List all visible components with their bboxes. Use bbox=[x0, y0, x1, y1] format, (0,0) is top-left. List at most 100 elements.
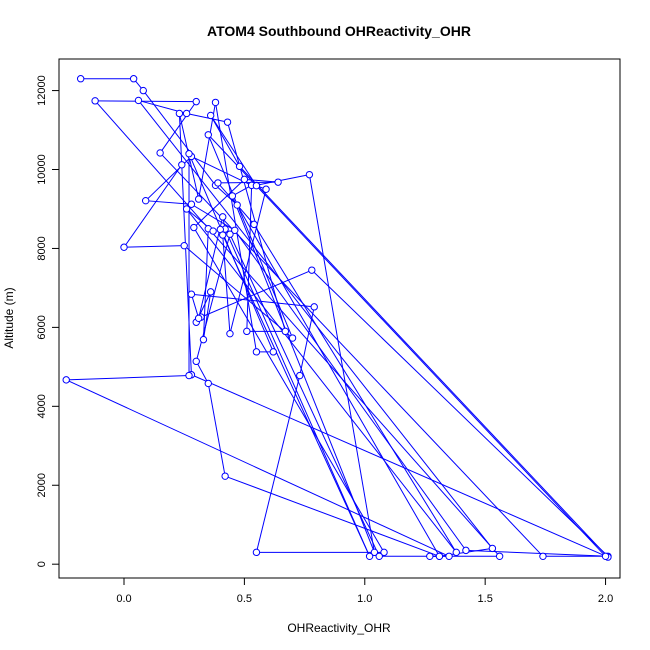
series-segment bbox=[188, 153, 274, 353]
data-point bbox=[452, 548, 460, 557]
data-point bbox=[305, 170, 314, 179]
data-point bbox=[231, 226, 239, 234]
data-point bbox=[219, 231, 227, 239]
data-point bbox=[235, 162, 244, 171]
series-segment bbox=[94, 100, 500, 557]
data-point bbox=[134, 96, 143, 105]
series-segment bbox=[190, 294, 200, 319]
data-point bbox=[365, 552, 374, 560]
series-segment bbox=[224, 475, 440, 557]
data-point bbox=[495, 552, 504, 560]
data-point bbox=[252, 548, 261, 557]
chart-title: ATOM4 Southbound OHReactivity_OHR bbox=[207, 23, 471, 39]
data-point bbox=[233, 201, 241, 209]
data-point bbox=[178, 161, 186, 169]
data-point bbox=[209, 227, 217, 235]
series-segment bbox=[207, 383, 226, 477]
data-point bbox=[426, 552, 434, 560]
series-segment bbox=[224, 228, 371, 557]
series-segment bbox=[207, 134, 294, 339]
series-segment bbox=[210, 115, 241, 167]
y-tick-label: 6000 bbox=[36, 315, 48, 339]
data-point bbox=[76, 75, 85, 83]
data-point bbox=[601, 552, 610, 560]
data-point bbox=[141, 196, 150, 205]
data-point bbox=[462, 546, 470, 555]
data-point bbox=[310, 303, 318, 311]
data-point bbox=[211, 98, 220, 107]
data-point bbox=[62, 376, 70, 384]
series-segment bbox=[186, 208, 457, 553]
data-point bbox=[194, 195, 203, 203]
x-tick-label: 0.5 bbox=[237, 593, 252, 605]
data-point bbox=[185, 150, 193, 158]
x-tick-label: 2.0 bbox=[598, 593, 613, 605]
data-point bbox=[180, 241, 188, 250]
data-point bbox=[182, 205, 191, 213]
data-point bbox=[274, 178, 282, 186]
series-segment bbox=[191, 203, 236, 231]
data-point bbox=[296, 371, 304, 380]
series-segment bbox=[253, 224, 457, 553]
data-point bbox=[223, 118, 232, 126]
data-point bbox=[187, 200, 196, 208]
x-axis-label: OHReactivity_OHR bbox=[287, 621, 391, 635]
data-point bbox=[206, 288, 215, 296]
data-point bbox=[370, 548, 379, 557]
y-tick-label: 8000 bbox=[36, 236, 48, 260]
data-point bbox=[226, 329, 234, 338]
series-segment bbox=[299, 306, 315, 376]
series-points bbox=[62, 75, 612, 561]
data-point bbox=[185, 371, 193, 380]
data-point bbox=[206, 111, 215, 120]
series-segment bbox=[234, 229, 467, 551]
x-tick-label: 1.5 bbox=[478, 593, 493, 605]
series-segment bbox=[229, 234, 380, 557]
series-segment bbox=[202, 291, 212, 340]
y-tick-label: 12000 bbox=[36, 75, 48, 106]
series-segment bbox=[191, 374, 609, 558]
series-segment bbox=[66, 379, 450, 557]
series-segment bbox=[123, 164, 183, 248]
series-segment bbox=[193, 179, 245, 228]
series-segment bbox=[186, 112, 228, 123]
series-segment bbox=[159, 101, 197, 154]
series-segment bbox=[244, 178, 279, 183]
x-tick-label: 0.0 bbox=[116, 593, 131, 605]
data-point bbox=[250, 220, 258, 229]
series-segment bbox=[255, 375, 301, 553]
series-segment bbox=[311, 269, 609, 557]
data-point bbox=[380, 548, 388, 557]
data-point bbox=[269, 348, 277, 356]
series-segment bbox=[66, 375, 190, 381]
x-tick-label: 1.0 bbox=[357, 593, 372, 605]
y-tick-label: 10000 bbox=[36, 154, 48, 185]
data-point bbox=[221, 472, 229, 480]
data-point bbox=[243, 327, 251, 336]
series-segment bbox=[236, 204, 440, 557]
data-point bbox=[219, 213, 227, 221]
series-segment bbox=[207, 134, 606, 557]
series-segment bbox=[229, 189, 267, 334]
data-point bbox=[187, 290, 196, 298]
data-point bbox=[129, 75, 138, 83]
data-point bbox=[120, 243, 128, 251]
series-segment bbox=[202, 228, 209, 340]
series-segment bbox=[256, 174, 310, 186]
data-point bbox=[226, 230, 234, 238]
data-point bbox=[288, 334, 297, 342]
data-point bbox=[488, 544, 497, 553]
series-segment bbox=[95, 100, 197, 103]
data-point bbox=[139, 86, 147, 95]
series-segment bbox=[198, 216, 224, 319]
data-point bbox=[281, 327, 290, 336]
series-segment bbox=[183, 245, 293, 339]
data-point bbox=[445, 552, 453, 560]
series-segment bbox=[231, 195, 375, 553]
series-segment bbox=[239, 166, 609, 558]
data-point bbox=[190, 223, 198, 232]
data-point bbox=[539, 552, 547, 560]
data-point bbox=[192, 357, 200, 366]
